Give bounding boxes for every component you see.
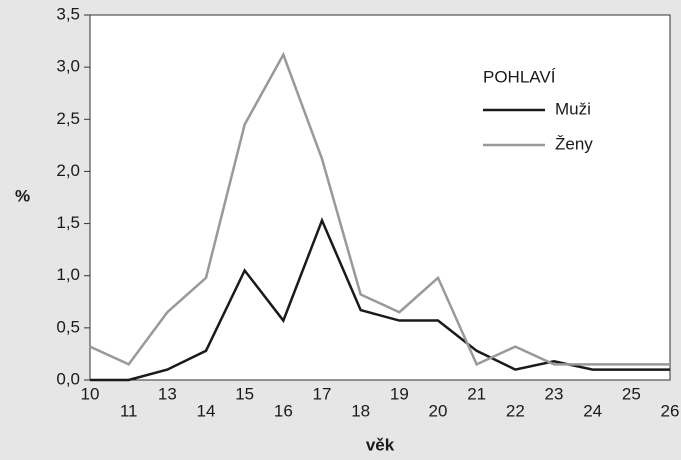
y-tick-label: 1,5 <box>56 213 80 232</box>
y-tick-label: 0,5 <box>56 317 80 336</box>
x-tick-label: 18 <box>351 401 370 420</box>
x-tick-label: 16 <box>274 401 293 420</box>
x-tick-label: 23 <box>545 384 564 403</box>
x-tick-label: 14 <box>197 401 216 420</box>
y-tick-label: 1,0 <box>56 265 80 284</box>
x-tick-label: 17 <box>313 384 332 403</box>
x-tick-label: 21 <box>467 384 486 403</box>
x-tick-label: 10 <box>81 384 100 403</box>
y-axis-label: % <box>15 186 30 205</box>
x-tick-label: 20 <box>429 401 448 420</box>
y-tick-label: 0,0 <box>56 369 80 388</box>
x-axis-label: věk <box>366 435 395 454</box>
x-tick-label: 26 <box>661 401 680 420</box>
x-tick-label: 19 <box>390 384 409 403</box>
x-tick-label: 22 <box>506 401 525 420</box>
x-tick-label: 11 <box>120 401 138 420</box>
y-tick-label: 2,5 <box>56 109 80 128</box>
legend-label: Muži <box>555 99 591 118</box>
x-tick-label: 15 <box>235 384 254 403</box>
x-tick-label: 24 <box>583 401 602 420</box>
x-tick-label: 13 <box>158 384 177 403</box>
y-tick-label: 2,0 <box>56 161 80 180</box>
x-tick-label: 25 <box>622 384 641 403</box>
plot-area <box>89 14 671 381</box>
series-line <box>89 51 670 367</box>
y-tick-label: 3,5 <box>56 4 80 23</box>
legend-label: Ženy <box>555 134 593 153</box>
legend-title: POHLAVÍ <box>483 67 556 86</box>
y-tick-label: 3,0 <box>56 57 80 76</box>
